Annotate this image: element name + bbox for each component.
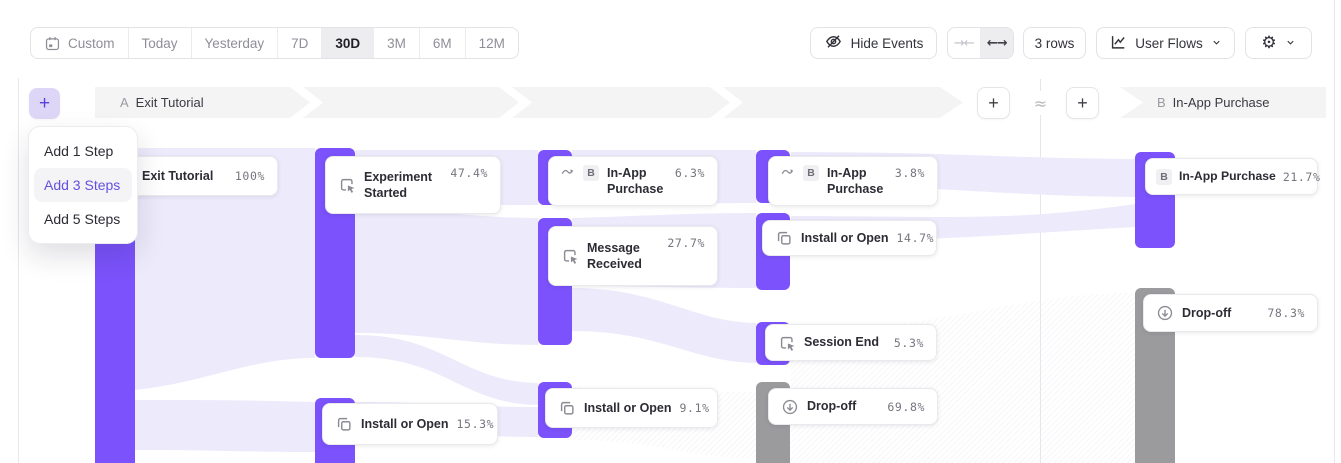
node-percentage: 14.7% (896, 231, 935, 245)
node-name: Drop-off (1182, 305, 1232, 320)
node-percentage: 5.3% (893, 335, 924, 350)
flow-node-in-app-purchase-2[interactable]: B In-App Purchase 3.8% (768, 156, 938, 206)
collapse-columns-button[interactable]: →← (948, 28, 981, 58)
add-steps-menu: Add 1 Step Add 3 Steps Add 5 Steps (28, 126, 138, 244)
canvas-right-edge (1334, 0, 1335, 463)
step-b-badge: B (803, 165, 819, 181)
flow-node-in-app-purchase-b[interactable]: B In-App Purchase 21.7% (1145, 158, 1321, 195)
eye-off-icon (824, 32, 843, 54)
node-name: Install or Open (584, 400, 672, 415)
menu-item-add-1-step[interactable]: Add 1 Step (44, 143, 114, 159)
flow-node-in-app-purchase-1[interactable]: B In-App Purchase 6.3% (548, 156, 718, 206)
view-selector-button[interactable]: User Flows (1096, 27, 1235, 59)
drop-off-icon (781, 398, 799, 416)
node-percentage: 3.8% (894, 166, 925, 180)
chevron-down-icon (1285, 36, 1296, 51)
node-percentage: 6.3% (674, 166, 705, 180)
node-percentage: 100% (234, 169, 265, 183)
flow-chart-icon (1109, 33, 1127, 54)
view-selector-label: User Flows (1135, 35, 1203, 51)
drop-off-icon (1156, 304, 1174, 322)
flow-node-install-or-open-3[interactable]: Install or Open 14.7% (762, 220, 937, 256)
node-name: Exit Tutorial (142, 168, 214, 183)
date-range-30d[interactable]: 30D (322, 28, 375, 58)
node-percentage: 27.7% (667, 236, 705, 250)
step-b-title: In-App Purchase (1172, 95, 1270, 110)
trend-arrow-icon (561, 165, 575, 179)
step-b-badge: B (1157, 95, 1166, 110)
cursor-click-icon (778, 334, 796, 352)
flow-node-drop-off-b[interactable]: Drop-off 78.3% (1143, 294, 1318, 332)
canvas-left-edge (18, 78, 19, 463)
node-name: Install or Open (801, 230, 889, 245)
node-name: In-App Purchase (607, 165, 664, 196)
node-percentage: 21.7% (1282, 169, 1321, 184)
section-divider (1040, 79, 1041, 91)
sequence-break-icon: ≈ (1033, 93, 1048, 113)
node-name: Install or Open (361, 416, 449, 431)
date-range-3m[interactable]: 3M (374, 28, 420, 58)
menu-item-add-3-steps[interactable]: Add 3 Steps (34, 168, 132, 202)
node-percentage: 69.8% (887, 399, 925, 414)
step-a-title: Exit Tutorial (135, 95, 204, 110)
node-name: In-App Purchase (827, 165, 884, 196)
step-band-a[interactable]: A Exit Tutorial (95, 87, 963, 118)
copy-windows-icon (775, 229, 793, 247)
node-percentage: 47.4% (450, 166, 488, 180)
column-width-toggle: →← ←→ (947, 27, 1014, 59)
copy-windows-icon (558, 399, 576, 417)
date-range-label: Custom (68, 35, 115, 51)
chevron-down-icon (1211, 36, 1222, 51)
date-range-custom[interactable]: Custom (31, 28, 129, 58)
node-percentage: 9.1% (679, 401, 710, 415)
step-b-badge: B (583, 165, 599, 181)
add-step-button-active[interactable]: + (29, 88, 60, 119)
gear-icon: ⚙ (1261, 33, 1277, 53)
add-step-button-end-a[interactable]: + (977, 87, 1010, 119)
node-name: Session End (804, 335, 880, 350)
section-divider (1040, 115, 1041, 463)
menu-item-add-5-steps[interactable]: Add 5 Steps (44, 211, 121, 227)
hide-events-button[interactable]: Hide Events (810, 27, 937, 59)
date-range-today[interactable]: Today (129, 28, 192, 58)
flow-node-message-received[interactable]: Message Received 27.7% (548, 226, 718, 286)
expand-columns-button[interactable]: ←→ (980, 28, 1013, 58)
cursor-click-icon (338, 176, 356, 194)
node-name: Drop-off (807, 399, 857, 414)
step-b-badge: B (1156, 168, 1172, 185)
calendar-icon (44, 35, 61, 52)
date-range-6m[interactable]: 6M (420, 28, 466, 58)
date-range-7d[interactable]: 7D (278, 28, 323, 58)
date-range-12m[interactable]: 12M (478, 35, 505, 51)
step-a-badge: A (120, 95, 129, 110)
node-name: Experiment Started (364, 169, 433, 200)
trend-arrow-icon (781, 165, 795, 179)
cursor-click-icon (561, 247, 579, 265)
add-step-button-before-b[interactable]: + (1066, 87, 1099, 119)
rows-label: 3 rows (1034, 35, 1075, 51)
step-band-b[interactable]: B In-App Purchase (1120, 87, 1326, 118)
node-name: In-App Purchase (1179, 168, 1276, 183)
node-percentage: 78.3% (1267, 306, 1305, 320)
settings-button[interactable]: ⚙ (1245, 27, 1312, 59)
node-name: Message Received (587, 240, 642, 271)
flow-node-install-or-open-1[interactable]: Install or Open 15.3% (322, 403, 498, 445)
date-range-selector: Custom Today Yesterday 7D 30D 3M 6M 12M (30, 27, 519, 59)
flow-node-session-end[interactable]: Session End 5.3% (765, 324, 937, 361)
flow-node-install-or-open-2[interactable]: Install or Open 9.1% (545, 388, 718, 428)
node-percentage: 15.3% (456, 417, 495, 431)
copy-windows-icon (335, 415, 353, 433)
hide-events-label: Hide Events (850, 35, 924, 51)
flow-node-experiment-started[interactable]: Experiment Started 47.4% (325, 156, 501, 214)
flow-node-drop-off-1[interactable]: Drop-off 69.8% (768, 388, 938, 425)
date-range-yesterday[interactable]: Yesterday (192, 28, 279, 58)
rows-button[interactable]: 3 rows (1023, 27, 1086, 59)
